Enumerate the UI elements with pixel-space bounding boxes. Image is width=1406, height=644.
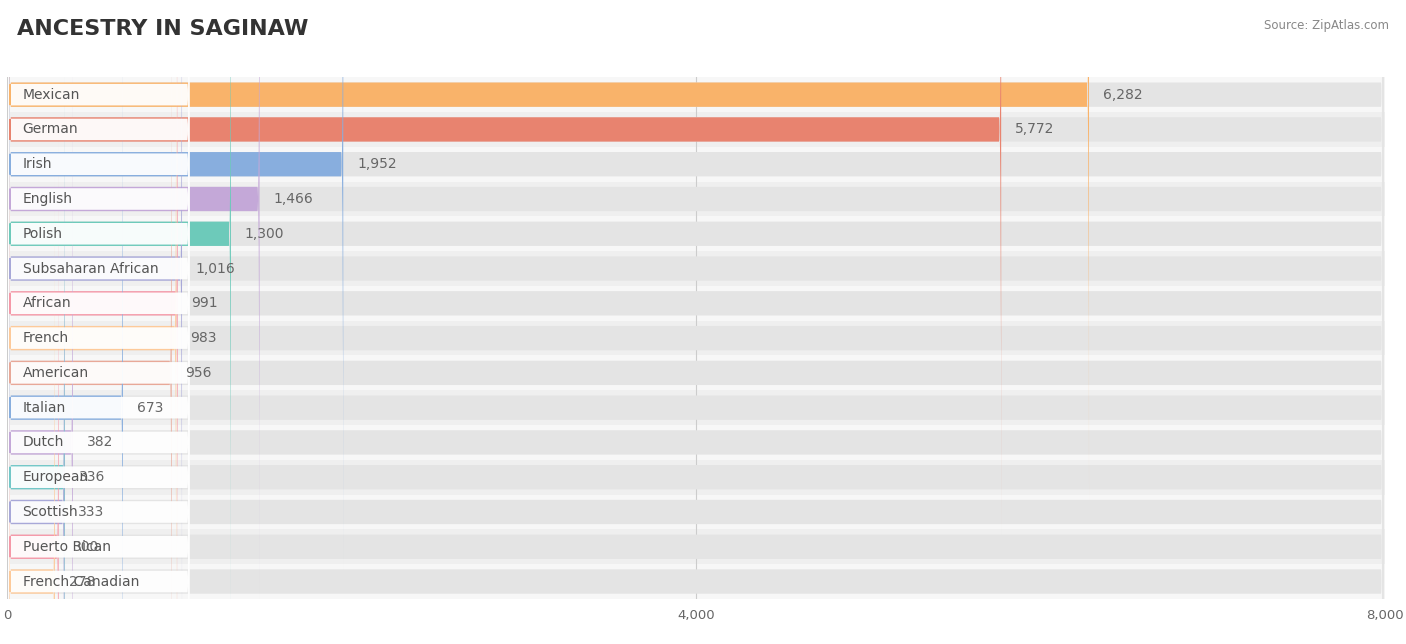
- FancyBboxPatch shape: [8, 245, 190, 644]
- FancyBboxPatch shape: [8, 71, 190, 644]
- Text: Polish: Polish: [22, 227, 62, 241]
- FancyBboxPatch shape: [7, 251, 1385, 286]
- FancyBboxPatch shape: [7, 460, 1385, 495]
- Text: 382: 382: [87, 435, 112, 450]
- FancyBboxPatch shape: [8, 72, 1384, 644]
- Text: French: French: [22, 331, 69, 345]
- Text: German: German: [22, 122, 79, 137]
- FancyBboxPatch shape: [7, 286, 1385, 321]
- FancyBboxPatch shape: [8, 0, 1384, 639]
- Text: Irish: Irish: [22, 157, 52, 171]
- Text: 983: 983: [190, 331, 217, 345]
- FancyBboxPatch shape: [8, 37, 73, 644]
- FancyBboxPatch shape: [7, 321, 1385, 355]
- FancyBboxPatch shape: [8, 0, 1384, 604]
- FancyBboxPatch shape: [8, 0, 190, 605]
- Text: American: American: [22, 366, 89, 380]
- FancyBboxPatch shape: [8, 0, 176, 644]
- FancyBboxPatch shape: [8, 142, 1384, 644]
- FancyBboxPatch shape: [8, 0, 231, 639]
- FancyBboxPatch shape: [7, 147, 1385, 182]
- FancyBboxPatch shape: [7, 425, 1385, 460]
- FancyBboxPatch shape: [8, 36, 190, 644]
- FancyBboxPatch shape: [8, 140, 190, 644]
- FancyBboxPatch shape: [8, 0, 1384, 500]
- FancyBboxPatch shape: [8, 176, 1384, 644]
- FancyBboxPatch shape: [7, 564, 1385, 599]
- FancyBboxPatch shape: [8, 176, 55, 644]
- Text: Source: ZipAtlas.com: Source: ZipAtlas.com: [1264, 19, 1389, 32]
- FancyBboxPatch shape: [8, 210, 190, 644]
- Text: African: African: [22, 296, 72, 310]
- FancyBboxPatch shape: [8, 0, 1384, 535]
- FancyBboxPatch shape: [8, 0, 190, 431]
- Text: 1,300: 1,300: [245, 227, 284, 241]
- Text: 1,466: 1,466: [273, 192, 314, 206]
- Text: 956: 956: [186, 366, 212, 380]
- Text: 5,772: 5,772: [1015, 122, 1054, 137]
- Text: English: English: [22, 192, 73, 206]
- Text: 300: 300: [73, 540, 98, 554]
- FancyBboxPatch shape: [8, 0, 343, 569]
- Text: Subsaharan African: Subsaharan African: [22, 261, 157, 276]
- Text: Italian: Italian: [22, 401, 66, 415]
- FancyBboxPatch shape: [8, 0, 1090, 500]
- FancyBboxPatch shape: [8, 142, 59, 644]
- FancyBboxPatch shape: [8, 1, 190, 644]
- Text: 278: 278: [69, 574, 96, 589]
- Text: Dutch: Dutch: [22, 435, 63, 450]
- FancyBboxPatch shape: [7, 216, 1385, 251]
- Text: ANCESTRY IN SAGINAW: ANCESTRY IN SAGINAW: [17, 19, 308, 39]
- FancyBboxPatch shape: [7, 355, 1385, 390]
- FancyBboxPatch shape: [8, 107, 1384, 644]
- FancyBboxPatch shape: [7, 390, 1385, 425]
- FancyBboxPatch shape: [7, 182, 1385, 216]
- FancyBboxPatch shape: [8, 0, 1001, 535]
- FancyBboxPatch shape: [8, 0, 1384, 644]
- FancyBboxPatch shape: [7, 495, 1385, 529]
- Text: Scottish: Scottish: [22, 505, 79, 519]
- Text: Mexican: Mexican: [22, 88, 80, 102]
- FancyBboxPatch shape: [8, 0, 190, 640]
- FancyBboxPatch shape: [8, 0, 181, 644]
- Text: 673: 673: [136, 401, 163, 415]
- FancyBboxPatch shape: [8, 0, 177, 644]
- FancyBboxPatch shape: [8, 0, 190, 571]
- FancyBboxPatch shape: [8, 0, 260, 604]
- FancyBboxPatch shape: [8, 3, 122, 644]
- FancyBboxPatch shape: [8, 72, 65, 644]
- FancyBboxPatch shape: [8, 0, 190, 536]
- FancyBboxPatch shape: [8, 3, 1384, 644]
- FancyBboxPatch shape: [8, 0, 190, 466]
- FancyBboxPatch shape: [8, 0, 1384, 569]
- Text: 1,016: 1,016: [195, 261, 236, 276]
- FancyBboxPatch shape: [8, 37, 1384, 644]
- FancyBboxPatch shape: [7, 112, 1385, 147]
- FancyBboxPatch shape: [8, 106, 190, 644]
- FancyBboxPatch shape: [7, 77, 1385, 112]
- FancyBboxPatch shape: [8, 0, 172, 644]
- FancyBboxPatch shape: [8, 0, 190, 501]
- Text: French Canadian: French Canadian: [22, 574, 139, 589]
- Text: 991: 991: [191, 296, 218, 310]
- FancyBboxPatch shape: [8, 175, 190, 644]
- Text: 6,282: 6,282: [1102, 88, 1143, 102]
- FancyBboxPatch shape: [8, 0, 1384, 644]
- Text: Puerto Rican: Puerto Rican: [22, 540, 111, 554]
- FancyBboxPatch shape: [8, 0, 1384, 644]
- FancyBboxPatch shape: [7, 529, 1385, 564]
- Text: European: European: [22, 470, 89, 484]
- Text: 333: 333: [79, 505, 104, 519]
- Text: 1,952: 1,952: [357, 157, 396, 171]
- Text: 336: 336: [79, 470, 105, 484]
- FancyBboxPatch shape: [8, 107, 65, 644]
- FancyBboxPatch shape: [8, 0, 1384, 644]
